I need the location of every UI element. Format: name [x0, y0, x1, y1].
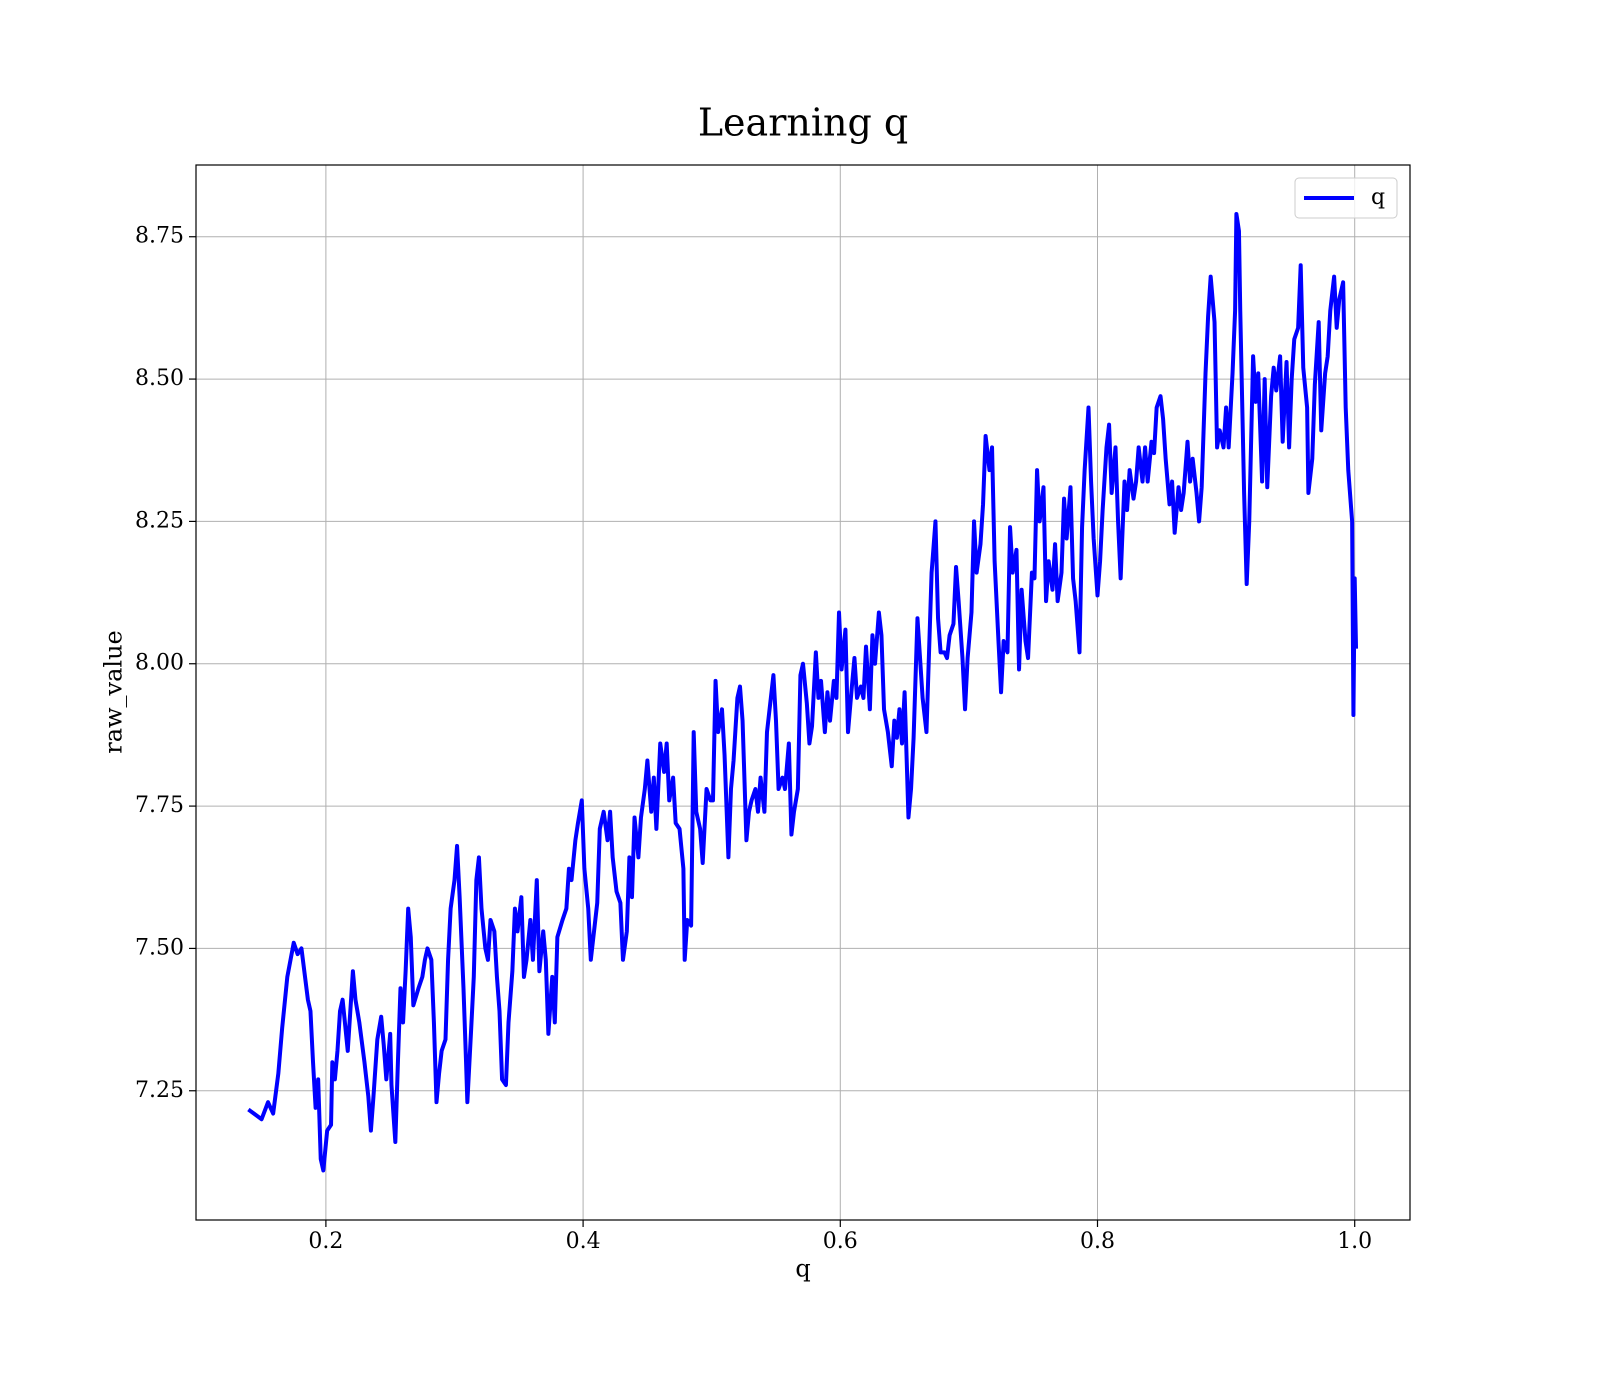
y-axis-label: raw_value	[100, 630, 128, 754]
plot-area	[247, 211, 1359, 1173]
legend-label: q	[1371, 185, 1385, 210]
chart-title: Learning q	[698, 101, 908, 145]
x-tick-label: 0.2	[308, 1229, 343, 1254]
y-tick-label: 8.25	[135, 508, 184, 533]
x-tick-label: 1.0	[1337, 1229, 1372, 1254]
x-tick-label: 0.8	[1080, 1229, 1115, 1254]
data-line	[247, 211, 1359, 1173]
y-tick-label: 8.00	[135, 651, 184, 676]
axes-frame	[195, 164, 1411, 1221]
y-tick-label: 7.25	[135, 1078, 184, 1103]
legend: q	[1294, 177, 1398, 219]
y-tick-label: 8.50	[135, 366, 184, 391]
x-axis-label: q	[795, 1255, 810, 1283]
y-tick-label: 7.75	[135, 793, 184, 818]
grid	[196, 165, 1410, 1220]
x-tick-label: 0.4	[566, 1229, 601, 1254]
x-tick-label: 0.6	[823, 1229, 858, 1254]
y-tick-label: 8.75	[135, 224, 184, 249]
y-tick-label: 7.50	[135, 935, 184, 960]
